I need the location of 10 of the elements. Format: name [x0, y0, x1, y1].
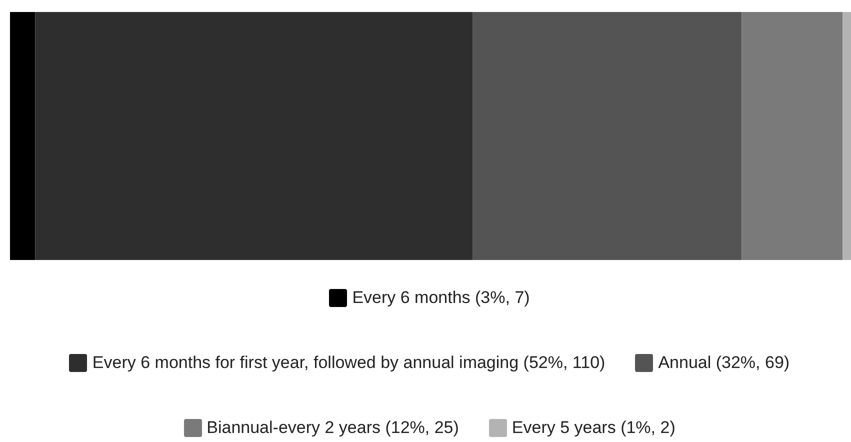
- bar: [472, 12, 742, 260]
- legend-label: Every 6 months (3%, 7): [352, 288, 530, 308]
- legend-label: Annual (32%, 69): [658, 353, 790, 373]
- bar: [842, 12, 851, 260]
- legend-label: Every 5 years (1%, 2): [512, 418, 676, 438]
- legend-label: Every 6 months for first year, followed by annual imaging (52%, 110): [92, 353, 606, 373]
- bar: [35, 12, 473, 260]
- legend-label: Biannual-every 2 years (12%, 25): [206, 418, 459, 438]
- bar: [742, 12, 843, 260]
- bar: [10, 12, 36, 260]
